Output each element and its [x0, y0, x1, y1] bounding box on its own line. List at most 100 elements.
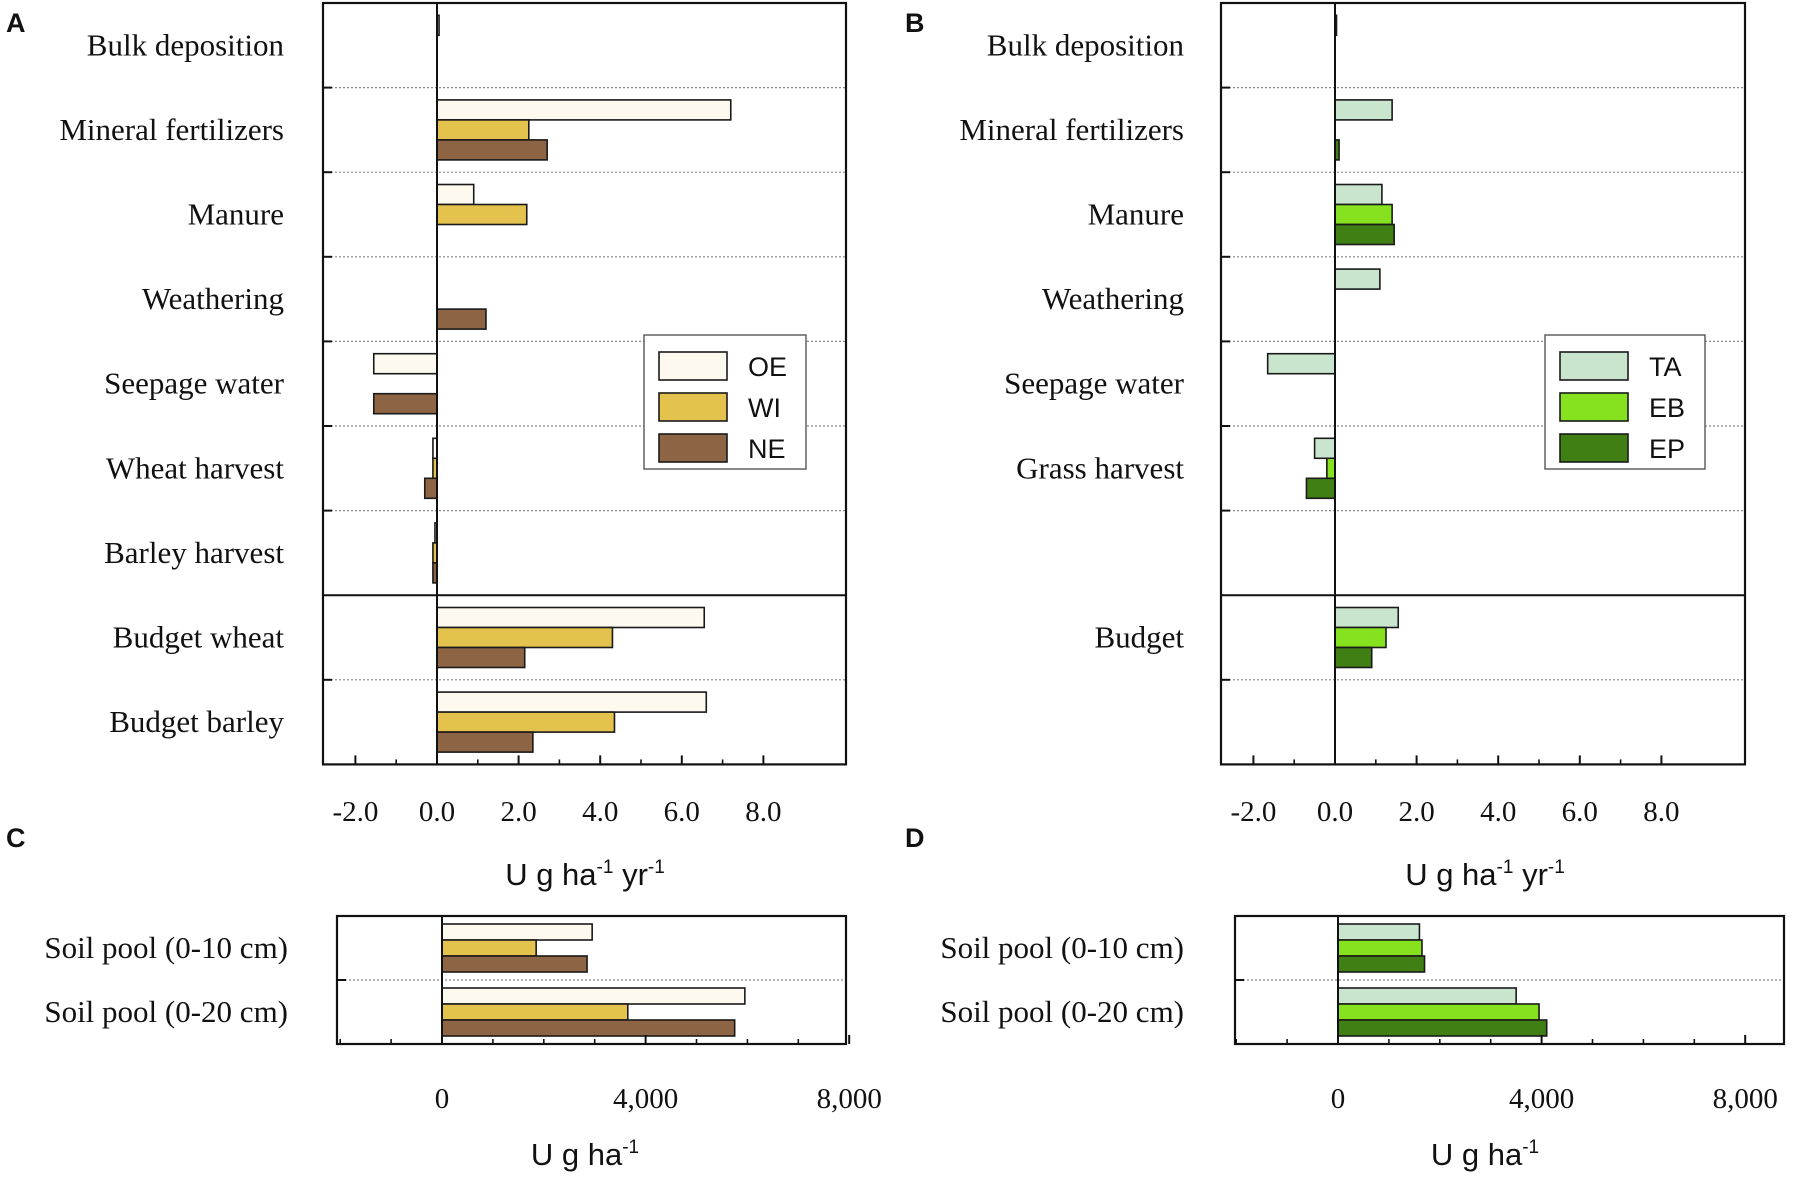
- x-tick-label: 4,000: [1509, 1083, 1574, 1115]
- bar-ne: [436, 646, 526, 669]
- category-label: Bulk deposition: [87, 27, 285, 62]
- bar-eb: [1334, 203, 1393, 226]
- category-label: Budget wheat: [113, 620, 285, 655]
- x-tick-label: 8.0: [745, 796, 781, 828]
- legend-swatch-ne: [658, 433, 728, 463]
- panel-a: A Bulk deposition Mineral fertilizers Manur…: [6, 1, 848, 892]
- bar-wi: [441, 1003, 629, 1021]
- bar-ne: [423, 477, 438, 500]
- x-tick-label: -2.0: [332, 796, 378, 828]
- x-axis-label: U g ha-1: [531, 1137, 639, 1172]
- panel-c: C Soil pool (0-10 cm) Soil pool (0-20 cm) 0…: [6, 823, 882, 1172]
- legend-b: TA EB EP: [1544, 334, 1706, 470]
- bar-ep: [1334, 646, 1373, 669]
- bar-oe: [436, 99, 732, 121]
- category-label: Weathering: [142, 281, 284, 316]
- x-tick-label: 2.0: [1398, 796, 1434, 828]
- category-label: Barley harvest: [104, 535, 284, 570]
- bar-oe: [436, 183, 475, 206]
- x-axis-label: U g ha-1: [1431, 1137, 1539, 1172]
- bar-ne: [436, 139, 548, 161]
- bar-oe: [436, 606, 706, 629]
- bar-oe: [441, 923, 593, 941]
- bar-ta: [1313, 437, 1336, 460]
- bar-ta: [1337, 987, 1517, 1005]
- legend-label-eb: EB: [1649, 393, 1685, 423]
- bar-ne: [441, 1019, 736, 1037]
- x-tick-label: -2.0: [1230, 796, 1276, 828]
- x-tick-label: 6.0: [1562, 796, 1598, 828]
- bar-wi: [436, 119, 530, 141]
- x-tick-label: 0.0: [1317, 796, 1353, 828]
- x-axis-label: U g ha-1 yr-1: [1405, 857, 1565, 892]
- bar-wi: [441, 939, 537, 957]
- panel-label-b: B: [905, 8, 925, 38]
- bar-wi: [436, 626, 614, 649]
- legend-label-ne: NE: [748, 434, 786, 464]
- bar-wi: [436, 711, 616, 733]
- bar-wi: [436, 203, 528, 226]
- bar-ta: [1334, 183, 1383, 206]
- bar-ta: [1337, 923, 1421, 941]
- plot-frame: [1219, 1, 1747, 766]
- x-tick-label: 2.0: [500, 796, 536, 828]
- category-label: Budget: [1094, 620, 1184, 655]
- bar-ta: [1334, 606, 1400, 629]
- legend-swatch-wi: [658, 392, 728, 422]
- bar-ta: [1334, 268, 1381, 290]
- x-tick-label: 0.0: [419, 796, 455, 828]
- category-label: Seepage water: [104, 366, 285, 401]
- x-tick-label: 4.0: [582, 796, 618, 828]
- panel-label-a: A: [6, 8, 26, 38]
- bar-eb: [1337, 1003, 1540, 1021]
- category-label: Mineral fertilizers: [959, 112, 1184, 147]
- bar-oe: [436, 691, 708, 713]
- bar-ne: [436, 731, 534, 753]
- legend-label-oe: OE: [748, 352, 787, 382]
- bar-ep: [1334, 223, 1395, 246]
- plot-frame: [335, 914, 848, 1046]
- x-tick-label: 4,000: [613, 1083, 678, 1115]
- category-label: Budget barley: [109, 704, 284, 739]
- legend-swatch-oe: [658, 351, 728, 381]
- legend-label-ta: TA: [1649, 352, 1682, 382]
- category-label: Soil pool (0-20 cm): [44, 994, 288, 1029]
- legend-swatch-ep: [1559, 433, 1629, 463]
- plot-frame: [1233, 914, 1786, 1046]
- bar-ep: [1337, 955, 1426, 973]
- category-label: Bulk deposition: [987, 27, 1185, 62]
- bar-oe: [441, 987, 746, 1005]
- bar-ta: [1266, 352, 1336, 375]
- category-label: Soil pool (0-10 cm): [940, 930, 1184, 965]
- legend-swatch-ta: [1559, 351, 1629, 381]
- bar-eb: [1334, 626, 1387, 649]
- bar-ep: [1305, 477, 1336, 500]
- category-label: Mineral fertilizers: [59, 112, 284, 147]
- legend-label-ep: EP: [1649, 434, 1685, 464]
- bar-ta: [1334, 99, 1393, 121]
- category-label: Soil pool (0-10 cm): [44, 930, 288, 965]
- category-label: Soil pool (0-20 cm): [940, 994, 1184, 1029]
- x-tick-label: 6.0: [664, 796, 700, 828]
- legend-a: OE WI NE: [643, 334, 807, 470]
- category-label: Weathering: [1042, 281, 1184, 316]
- panel-b: B Bulk deposition Mineral fertilizers Manur…: [905, 1, 1747, 892]
- category-label: Manure: [1088, 197, 1184, 232]
- bar-eb: [1326, 457, 1336, 480]
- plot-frame: [321, 1, 848, 766]
- panel-label-c: C: [6, 823, 26, 853]
- x-tick-label: 4.0: [1480, 796, 1516, 828]
- panel-label-d: D: [905, 823, 925, 853]
- bar-ne: [441, 955, 588, 973]
- panel-d: D Soil pool (0-10 cm) Soil pool (0-20 cm) 0…: [905, 823, 1786, 1172]
- x-tick-label: 8,000: [1713, 1083, 1778, 1115]
- x-tick-label: 0: [1331, 1083, 1346, 1115]
- category-label: Grass harvest: [1016, 450, 1184, 485]
- x-tick-label: 8.0: [1643, 796, 1679, 828]
- category-label: Seepage water: [1004, 366, 1185, 401]
- category-label: Wheat harvest: [106, 450, 285, 485]
- x-tick-label: 8,000: [817, 1083, 882, 1115]
- bar-ne: [372, 392, 438, 415]
- legend-swatch-eb: [1559, 392, 1629, 422]
